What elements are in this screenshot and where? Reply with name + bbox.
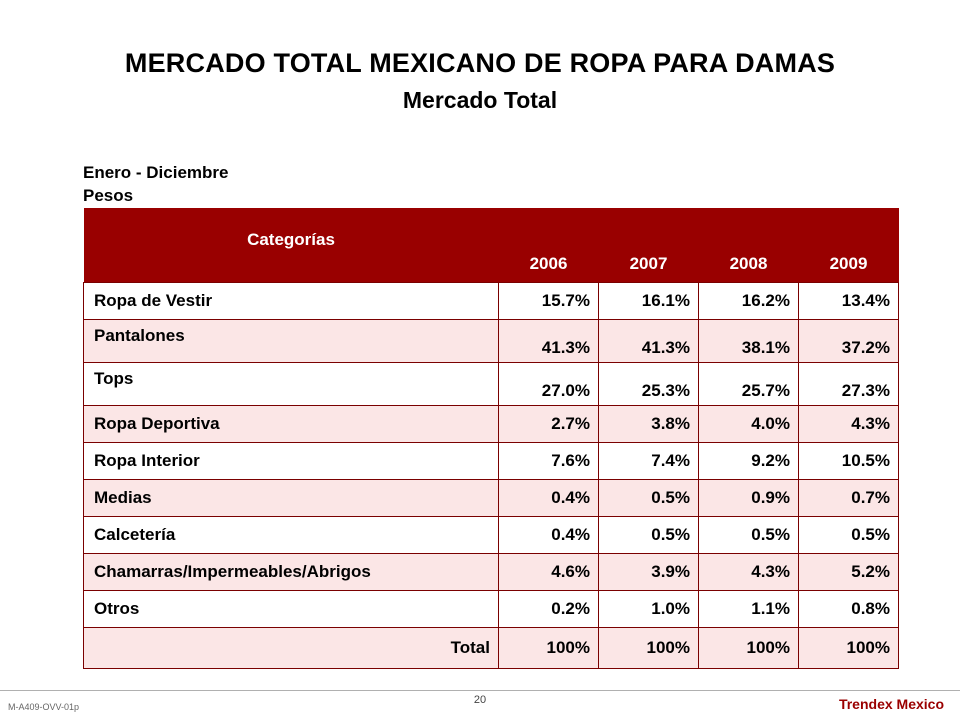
row-category: Chamarras/Impermeables/Abrigos [83,553,499,591]
row-category: Ropa Deportiva [83,405,499,443]
row-value-2006: 0.2% [498,590,599,628]
column-header-2006: 2006 [498,208,599,283]
period-label: Enero - Diciembre [83,163,229,182]
table-row: Calcetería 0.4% 0.5% 0.5% 0.5% [83,516,899,554]
table-row: Otros 0.2% 1.0% 1.1% 0.8% [83,590,899,628]
row-value-2009: 10.5% [798,442,899,480]
row-value-2008: 38.1% [698,319,799,363]
page-title: MERCADO TOTAL MEXICANO DE ROPA PARA DAMA… [124,48,836,78]
table-row: Ropa Deportiva 2.7% 3.8% 4.0% 4.3% [83,405,899,443]
row-value-2007: 41.3% [598,319,699,363]
row-value-2007: 0.5% [598,479,699,517]
row-value-2008: 1.1% [698,590,799,628]
table-row: Ropa de Vestir 15.7% 16.1% 16.2% 13.4% [83,282,899,320]
row-value-2009: 37.2% [798,319,899,363]
total-value-2009: 100% [798,627,899,669]
row-value-2006: 27.0% [498,362,599,406]
footer-divider [0,690,960,691]
total-label: Total [83,627,499,669]
page-subtitle: Mercado Total [402,87,558,113]
row-value-2008: 0.5% [698,516,799,554]
column-header-category: Categorías [83,208,499,283]
row-value-2009: 0.8% [798,590,899,628]
row-value-2007: 16.1% [598,282,699,320]
table-row: Chamarras/Impermeables/Abrigos 4.6% 3.9%… [83,553,899,591]
column-header-2009: 2009 [798,208,899,283]
row-category: Pantalones [83,319,499,363]
row-value-2007: 7.4% [598,442,699,480]
row-value-2008: 16.2% [698,282,799,320]
row-category: Medias [83,479,499,517]
column-header-2007: 2007 [598,208,699,283]
total-value-2006: 100% [498,627,599,669]
row-value-2006: 0.4% [498,516,599,554]
row-value-2007: 0.5% [598,516,699,554]
row-value-2006: 15.7% [498,282,599,320]
table-header-row: Categorías 2006 2007 2008 2009 [83,208,899,283]
row-value-2008: 0.9% [698,479,799,517]
row-value-2006: 41.3% [498,319,599,363]
row-value-2009: 27.3% [798,362,899,406]
row-value-2006: 7.6% [498,442,599,480]
table-row: Ropa Interior 7.6% 7.4% 9.2% 10.5% [83,442,899,480]
row-value-2007: 25.3% [598,362,699,406]
row-value-2006: 4.6% [498,553,599,591]
total-value-2007: 100% [598,627,699,669]
row-value-2007: 3.8% [598,405,699,443]
row-category: Ropa de Vestir [83,282,499,320]
brand-logo-text: Trendex Mexico [838,696,944,712]
market-share-table: Categorías 2006 2007 2008 2009 Ropa de V… [83,208,899,669]
row-value-2006: 2.7% [498,405,599,443]
row-category: Ropa Interior [83,442,499,480]
row-value-2009: 0.7% [798,479,899,517]
row-value-2008: 4.3% [698,553,799,591]
row-value-2009: 5.2% [798,553,899,591]
page-number: 20 [473,694,487,706]
row-value-2008: 25.7% [698,362,799,406]
total-value-2008: 100% [698,627,799,669]
row-value-2007: 3.9% [598,553,699,591]
units-label: Pesos [83,186,134,205]
table-total-row: Total 100% 100% 100% 100% [83,627,899,669]
row-value-2006: 0.4% [498,479,599,517]
row-category: Calcetería [83,516,499,554]
table-row: Medias 0.4% 0.5% 0.9% 0.7% [83,479,899,517]
row-value-2008: 4.0% [698,405,799,443]
row-value-2007: 1.0% [598,590,699,628]
row-value-2009: 13.4% [798,282,899,320]
row-category: Tops [83,362,499,406]
table-row: Tops 27.0% 25.3% 25.7% 27.3% [83,362,899,406]
column-header-2008: 2008 [698,208,799,283]
table-row: Pantalones 41.3% 41.3% 38.1% 37.2% [83,319,899,363]
row-value-2009: 4.3% [798,405,899,443]
document-code: M-A409-OVV-01p [8,702,80,712]
row-value-2009: 0.5% [798,516,899,554]
row-category: Otros [83,590,499,628]
row-value-2008: 9.2% [698,442,799,480]
